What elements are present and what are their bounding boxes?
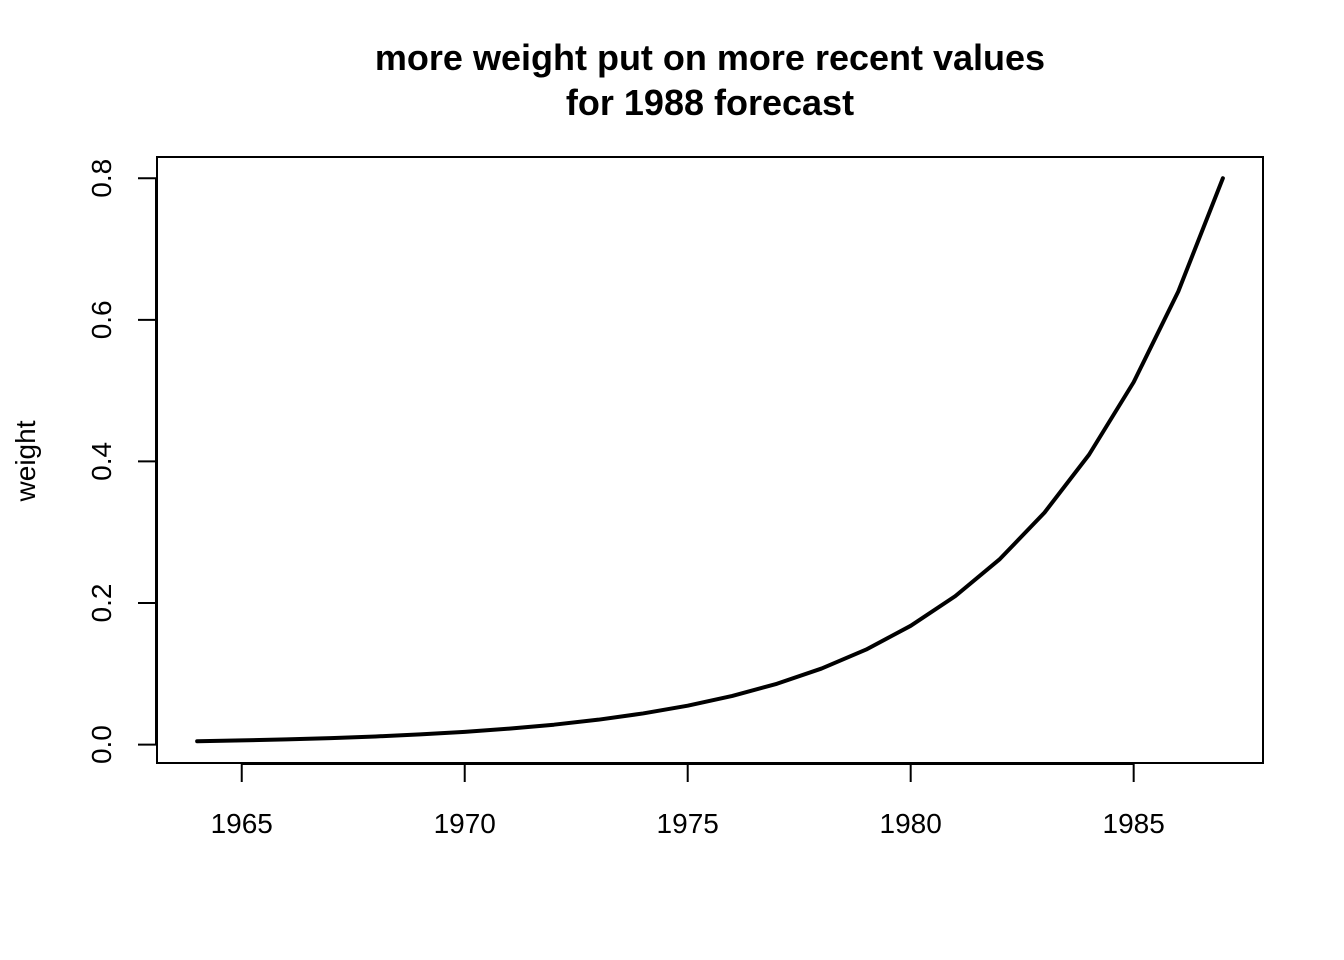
x-tick-label: 1975 — [657, 808, 719, 839]
chart-title: more weight put on more recent values — [375, 37, 1045, 78]
y-axis-label: weight — [10, 420, 41, 502]
y-axis: 0.0 0.2 0.4 0.6 0.8 — [86, 159, 157, 764]
x-tick-label: 1980 — [880, 808, 942, 839]
chart-subtitle: for 1988 forecast — [566, 82, 854, 123]
series-layer — [195, 176, 1225, 744]
y-tick-label: 0.4 — [86, 442, 117, 481]
plot-frame — [156, 156, 1264, 764]
y-tick-label: 0.6 — [86, 300, 117, 339]
x-tick-label: 1970 — [434, 808, 496, 839]
series-line — [195, 176, 1225, 744]
y-tick-label: 0.2 — [86, 584, 117, 623]
y-tick-label: 0.0 — [86, 725, 117, 764]
x-tick-label: 1965 — [211, 808, 273, 839]
x-axis: 1965 1970 1975 1980 1985 — [211, 763, 1165, 839]
y-tick-label: 0.8 — [86, 159, 117, 198]
x-tick-label: 1985 — [1103, 808, 1165, 839]
